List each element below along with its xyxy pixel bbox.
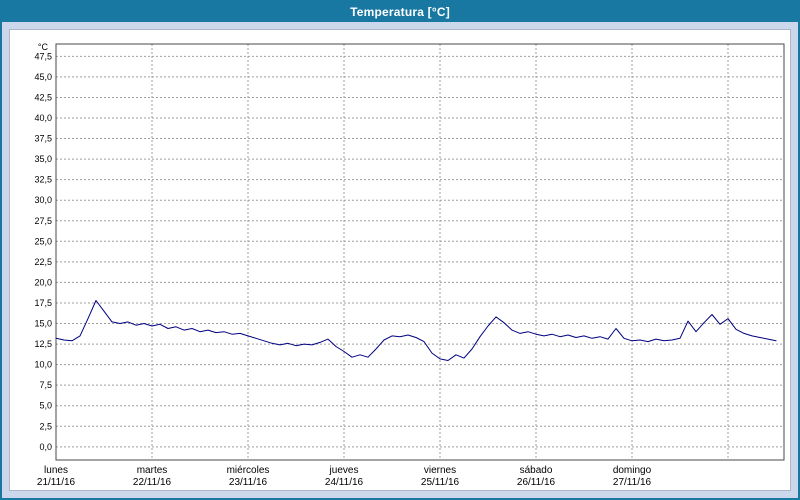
day-name-label: sábado (520, 465, 553, 476)
y-tick-label: 30,0 (34, 195, 52, 205)
grid (56, 44, 784, 460)
day-name-label: martes (137, 465, 168, 476)
day-date-label: 27/11/16 (613, 477, 652, 488)
day-date-label: 23/11/16 (229, 477, 268, 488)
day-name-label: domingo (613, 465, 652, 476)
day-date-label: 24/11/16 (325, 477, 364, 488)
y-tick-label: 22,5 (34, 257, 52, 267)
chart-area: 0,0 2,5 5,0 7,5 10,0 12,5 15,0 17,5 20,0 22,5 25,0… (2, 22, 798, 498)
y-tick-label: 2,5 (39, 421, 52, 431)
y-axis-labels: 0,0 2,5 5,0 7,5 10,0 12,5 15,0 17,5 20,0 22,5 25,0… (34, 51, 52, 452)
y-tick-label: 5,0 (39, 401, 52, 411)
y-tick-label: 42,5 (34, 92, 52, 102)
y-tick-label: 27,5 (34, 216, 52, 226)
window-titlebar: Temperatura [°C] (2, 2, 798, 22)
y-tick-label: 40,0 (34, 113, 52, 123)
y-tick-label: 10,0 (34, 360, 52, 370)
y-tick-label: 35,0 (34, 154, 52, 164)
window-title: Temperatura [°C] (350, 5, 450, 19)
y-tick-label: 25,0 (34, 236, 52, 246)
y-tick-label: 0,0 (39, 442, 52, 452)
y-tick-label: 32,5 (34, 175, 52, 185)
y-unit-label: °C (38, 42, 49, 52)
temperature-line (55, 300, 777, 361)
day-name-label: lunes (44, 465, 68, 476)
day-date-label: 22/11/16 (133, 477, 172, 488)
y-tick-label: 20,0 (34, 277, 52, 287)
y-tick-label: 47,5 (34, 51, 52, 61)
temperature-chart: 0,0 2,5 5,0 7,5 10,0 12,5 15,0 17,5 20,0 22,5 25,0… (34, 42, 785, 488)
temperature-chart-panel: 0,0 2,5 5,0 7,5 10,0 12,5 15,0 17,5 20,0 22,5 25,0… (9, 29, 791, 491)
day-date-label: 26/11/16 (517, 477, 556, 488)
day-name-label: viernes (424, 465, 456, 476)
day-name-label: jueves (329, 465, 359, 476)
plot-border (55, 43, 785, 461)
y-tick-label: 37,5 (34, 134, 52, 144)
day-date-label: 25/11/16 (421, 477, 460, 488)
y-tick-label: 12,5 (34, 339, 52, 349)
day-name-label: miércoles (227, 465, 270, 476)
y-tick-label: 7,5 (39, 380, 52, 390)
y-tick-label: 15,0 (34, 319, 52, 329)
y-tick-label: 45,0 (34, 72, 52, 82)
y-tick-label: 17,5 (34, 298, 52, 308)
day-date-label: 21/11/16 (37, 477, 76, 488)
